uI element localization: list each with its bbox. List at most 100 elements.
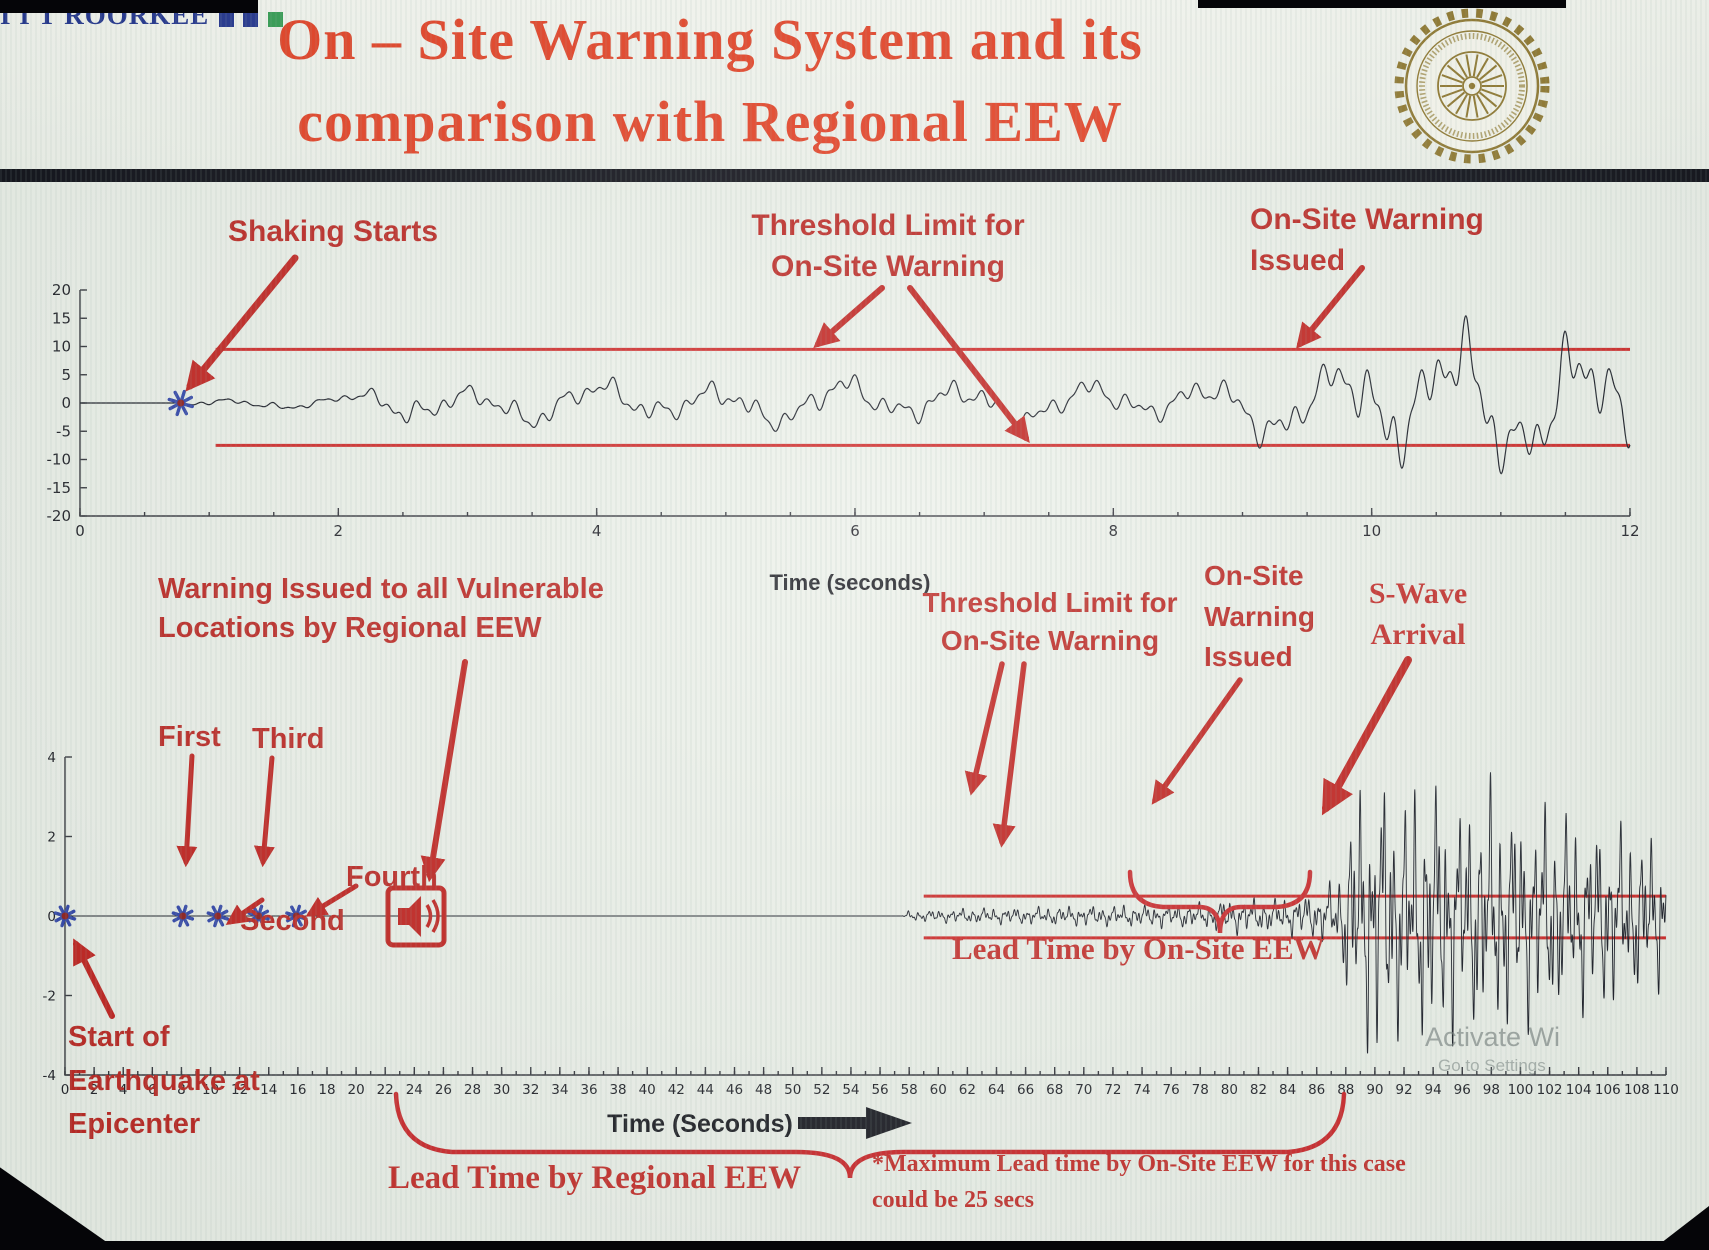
third-star-arrow xyxy=(253,755,275,868)
seismogram-trace xyxy=(65,772,1667,1054)
warning-star xyxy=(285,904,308,928)
axis-tick-label: 36 xyxy=(580,1082,597,1098)
axis-tick-label: 86 xyxy=(1308,1082,1325,1098)
epicenter-arrow xyxy=(73,938,115,1019)
threshold-bottom-label: Threshold Limit for On-Site Warning xyxy=(922,587,1178,656)
logo-text-ring xyxy=(1419,33,1525,139)
axis-tick-label: 94 xyxy=(1425,1082,1442,1098)
axis-tick-label: 0 xyxy=(61,1082,70,1098)
warning-star xyxy=(53,904,77,928)
axis-tick-label: 90 xyxy=(1366,1082,1383,1098)
axis-tick-label: 5 xyxy=(61,366,71,384)
epicenter-label: Start of Earthquake at Epicenter xyxy=(68,1021,260,1140)
shaking-starts-label: Shaking Starts xyxy=(228,215,439,248)
slide-title-line2: comparison with Regional EEW xyxy=(297,89,1123,154)
warning-star xyxy=(206,904,229,928)
axis-tick-label: 14 xyxy=(260,1082,277,1098)
threshold-top-arrow-right xyxy=(907,285,1030,443)
axis-tick-label: -20 xyxy=(47,507,72,525)
time-axis-arrow-icon xyxy=(798,1107,912,1139)
axis-tick-label: -2 xyxy=(43,989,56,1005)
axis-tick-label: 28 xyxy=(464,1082,481,1098)
axis-tick-label: 20 xyxy=(347,1082,364,1098)
threshold-bottom-arrow-left xyxy=(964,661,1005,796)
brand-square xyxy=(267,12,283,28)
axis-tick-label: 15 xyxy=(52,309,71,327)
brand-square xyxy=(243,12,259,28)
first-star-label: First xyxy=(158,721,221,753)
warning-star xyxy=(167,389,194,417)
axis-tick-label: 108 xyxy=(1624,1082,1650,1098)
photo-edge-top-left xyxy=(0,0,258,13)
axis-tick-label: 4 xyxy=(592,522,602,540)
axis-tick-label: 16 xyxy=(289,1082,306,1098)
axis-tick-label: 68 xyxy=(1046,1082,1063,1098)
logo-hub-dot xyxy=(1468,82,1476,90)
activate-watermark-line1: Activate Wi xyxy=(1425,1022,1561,1052)
axis-tick-label: 26 xyxy=(435,1082,452,1098)
axis-tick-label: 46 xyxy=(726,1082,743,1098)
axis-tick-label: 70 xyxy=(1075,1082,1092,1098)
axis-tick-label: 4 xyxy=(119,1082,128,1098)
axis-tick-label: 42 xyxy=(668,1082,685,1098)
axis-tick-label: 30 xyxy=(493,1082,510,1098)
axis-tick-label: 0 xyxy=(75,522,85,540)
onsite-warning-top-label: On-Site Warning Issued xyxy=(1250,203,1484,277)
axis-tick-label: 8 xyxy=(1109,522,1119,540)
axis-tick-label: 10 xyxy=(202,1082,219,1098)
bottom-seismogram: 420-2-40 2 4 6 8 10 12 14 16 18 20 22 24 26 28 30 32 34 36… xyxy=(43,750,1679,1098)
iit-roorkee-logo-icon xyxy=(1394,8,1550,164)
onsite-warning-top-arrow xyxy=(1296,265,1365,349)
logo-wheel-rim xyxy=(1437,51,1507,121)
axis-tick-label: 78 xyxy=(1192,1082,1209,1098)
axis-tick-label: 102 xyxy=(1537,1082,1563,1098)
max-lead-footnote: *Maximum Lead time by On-Site EEW for th… xyxy=(872,1151,1406,1213)
axis-tick-label: 40 xyxy=(639,1082,656,1098)
axis-tick-label: 38 xyxy=(609,1082,626,1098)
warning-star xyxy=(171,904,195,928)
axis-tick-label: 6 xyxy=(148,1082,157,1098)
title-divider-bar xyxy=(0,169,1709,182)
second-star-label: Second xyxy=(240,905,345,937)
logo-inner-ring xyxy=(1416,30,1528,142)
regional-lead-brace xyxy=(393,1091,1347,1179)
axis-tick-label: -15 xyxy=(47,479,72,497)
axis-tick-label: 54 xyxy=(842,1082,859,1098)
axis-tick-label: 24 xyxy=(406,1082,423,1098)
axis-tick-label: 50 xyxy=(784,1082,801,1098)
axis-tick-label: 62 xyxy=(959,1082,976,1098)
shaking-starts-arrow xyxy=(185,254,299,392)
axis-tick-label: 52 xyxy=(813,1082,830,1098)
axis-tick-label: 58 xyxy=(901,1082,918,1098)
axis-tick-label: 12 xyxy=(231,1082,248,1098)
first-star-arrow xyxy=(176,753,198,868)
axis-tick-label: 64 xyxy=(988,1082,1005,1098)
onsite-warning-bottom-label: On-Site Warning Issued xyxy=(1204,560,1315,673)
axis-tick-label: 74 xyxy=(1133,1082,1150,1098)
axis-tick-label: 18 xyxy=(318,1082,335,1098)
axis-tick-label: 2 xyxy=(334,522,344,540)
threshold-top-label: Threshold Limit for On-Site Warning xyxy=(751,209,1025,283)
axis-tick-label: 20 xyxy=(52,281,71,299)
axis-tick-label: 110 xyxy=(1653,1082,1679,1098)
axis-tick-label: -10 xyxy=(47,451,72,469)
axis-tick-label: 106 xyxy=(1595,1082,1621,1098)
threshold-top-arrow-left xyxy=(813,285,885,349)
axis-tick-label: 98 xyxy=(1483,1082,1500,1098)
third-star-label: Third xyxy=(252,723,325,755)
axis-tick-label: -4 xyxy=(43,1068,56,1084)
axis-tick-label: 10 xyxy=(1362,522,1381,540)
axis-tick-label: 34 xyxy=(551,1082,568,1098)
warning-siren-icon xyxy=(385,885,447,948)
axis-tick-label: 22 xyxy=(377,1082,394,1098)
onsite-warning-bottom-arrow xyxy=(1151,677,1243,805)
axis-tick-label: 8 xyxy=(177,1082,186,1098)
axis-tick-label: 76 xyxy=(1163,1082,1180,1098)
axis-tick-label: 60 xyxy=(930,1082,947,1098)
axis-tick-label: 100 xyxy=(1508,1082,1534,1098)
logo-wheel-spokes xyxy=(1440,54,1504,118)
